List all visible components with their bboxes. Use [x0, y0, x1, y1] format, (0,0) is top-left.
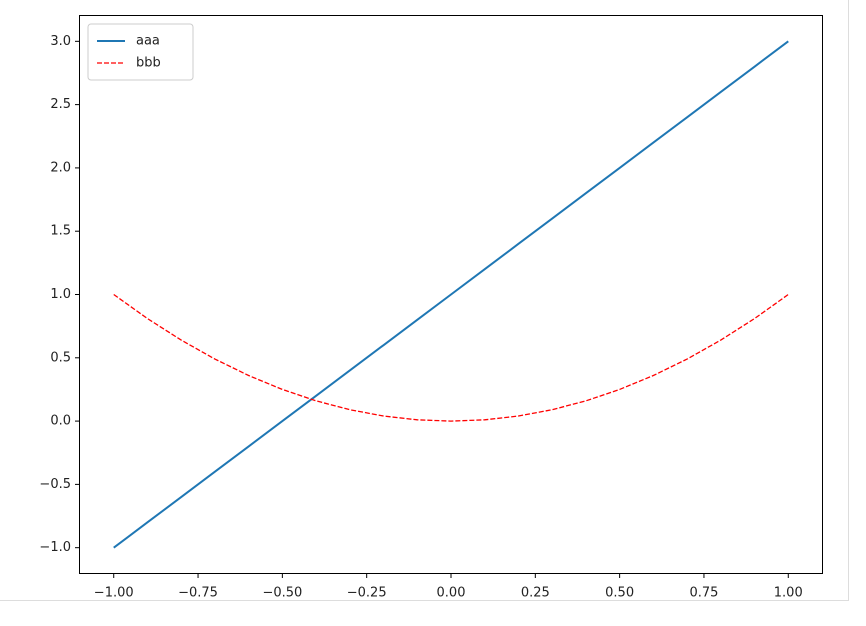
legend-box	[87, 23, 194, 81]
y-tick-label: 0.5	[50, 350, 71, 365]
legend-label: bbb	[136, 56, 161, 71]
x-tick-label: 0.75	[689, 586, 718, 601]
x-tick-label: 1.00	[774, 586, 803, 601]
y-tick-label: 0.0	[50, 414, 71, 429]
y-tick-label: 2.0	[50, 160, 71, 175]
y-tick-label: −0.5	[39, 477, 71, 492]
line	[113, 40, 789, 549]
x-tick-label: 0.50	[605, 586, 634, 601]
x-tick-label: 0.00	[437, 586, 466, 601]
y-tick-label: −1.0	[39, 540, 71, 555]
line	[113, 293, 789, 422]
x-tick-label: −0.25	[347, 586, 387, 601]
x-tick-label: −1.00	[94, 586, 134, 601]
y-tick-label: 1.5	[50, 224, 71, 239]
y-tick-label: 3.0	[50, 34, 71, 49]
x-tick-label: −0.75	[178, 586, 218, 601]
x-tick-label: −0.50	[262, 586, 302, 601]
y-tick-label: 2.5	[50, 97, 71, 112]
legend-label: aaa	[136, 34, 160, 49]
x-tick-label: 0.25	[521, 586, 550, 601]
y-tick-label: 1.0	[50, 287, 71, 302]
